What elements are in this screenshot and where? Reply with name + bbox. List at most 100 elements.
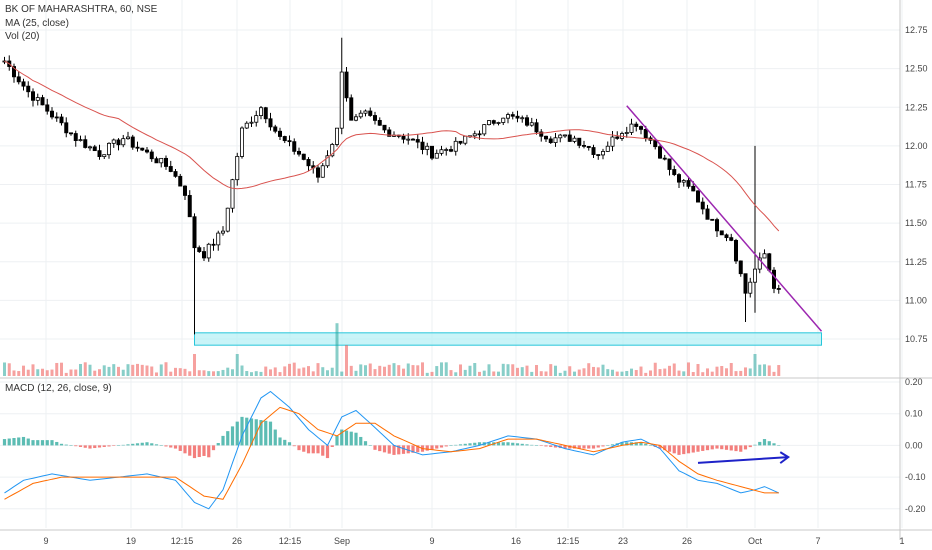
- macd-legend[interactable]: MACD (12, 26, close, 9): [5, 383, 112, 394]
- candle-down: [643, 128, 648, 139]
- trendline[interactable]: [626, 105, 823, 332]
- volume-bar: [715, 366, 719, 376]
- candle-down: [16, 76, 21, 83]
- candle-up: [220, 230, 225, 234]
- candle-up: [572, 137, 577, 142]
- candle-up: [126, 136, 131, 140]
- macd-histogram-bar: [563, 445, 567, 449]
- candle-up: [558, 134, 563, 139]
- volume-bar: [625, 370, 629, 376]
- macd-histogram-bar: [335, 435, 339, 446]
- volume-bar: [330, 367, 334, 376]
- volume-bar: [345, 345, 348, 376]
- candle-up: [320, 165, 325, 178]
- candle-down: [772, 269, 777, 289]
- macd-histogram-bar: [159, 445, 163, 446]
- volume-bar: [45, 370, 49, 376]
- volume-legend[interactable]: Vol (20): [5, 31, 40, 42]
- volume-bar: [416, 365, 420, 376]
- macd-histogram-bar: [116, 445, 121, 446]
- candle-down: [596, 154, 601, 156]
- volume-bar: [682, 371, 686, 376]
- candle-down: [700, 201, 705, 210]
- candle-down: [135, 146, 140, 149]
- candle-up: [334, 127, 339, 145]
- candle-down: [277, 130, 282, 137]
- candle-down: [525, 117, 530, 126]
- candle-down: [410, 138, 415, 141]
- macd-histogram-bar: [663, 445, 667, 451]
- volume-bar: [763, 364, 766, 376]
- macd-histogram-bar: [591, 445, 596, 449]
- volume-bar: [74, 369, 78, 376]
- candle-down: [615, 136, 620, 139]
- candle-up: [748, 281, 753, 294]
- candle-down: [372, 115, 377, 121]
- volume-bar: [449, 370, 453, 376]
- time-tick-label: 7: [815, 536, 820, 546]
- macd-histogram-bar: [145, 442, 149, 446]
- symbol-legend[interactable]: BK OF MAHARASHTRA, 60, NSE: [5, 4, 158, 15]
- descending-trendline[interactable]: [626, 105, 823, 332]
- time-tick-label: Sep: [334, 536, 350, 546]
- candle-down: [197, 247, 202, 252]
- volume-bar: [601, 364, 605, 376]
- candle-down: [686, 180, 691, 187]
- macd-histogram-bar: [69, 445, 73, 446]
- macd-histogram-bar: [93, 445, 97, 449]
- candle-up: [563, 134, 568, 137]
- volume-bar: [691, 372, 695, 376]
- volume-bar: [739, 370, 743, 376]
- macd-histogram-bar: [349, 431, 353, 446]
- ma-legend[interactable]: MA (25, close): [5, 18, 69, 29]
- macd-histogram-bar: [102, 445, 106, 447]
- macd-histogram-bar: [197, 445, 201, 458]
- candle-up: [358, 112, 363, 118]
- support-zone-box[interactable]: [194, 332, 822, 346]
- volume-bar: [245, 371, 249, 376]
- volume-bar: [478, 371, 481, 376]
- macd-histogram-bar: [264, 420, 268, 446]
- volume-bar: [592, 366, 595, 376]
- divergence-arrow-shaft[interactable]: [697, 456, 789, 464]
- price-tick-label: 11.75: [905, 180, 927, 190]
- candle-down: [729, 237, 734, 241]
- candle-up: [482, 124, 487, 135]
- candle-up: [35, 97, 40, 101]
- candle-down: [287, 140, 292, 143]
- macd-histogram-bar: [544, 445, 548, 447]
- candle-down: [719, 230, 724, 236]
- candle-down: [315, 167, 320, 178]
- volume-bar: [506, 364, 510, 376]
- volume-bar: [364, 365, 367, 376]
- support-zone[interactable]: [194, 332, 822, 346]
- macd-histogram-bar: [302, 445, 306, 452]
- candle-down: [548, 138, 553, 143]
- macd-histogram-bar: [710, 445, 714, 450]
- macd-histogram-bar: [12, 438, 16, 446]
- divergence-arrow-head[interactable]: [779, 451, 791, 464]
- volume-bar: [297, 368, 301, 376]
- macd-histogram-bar: [411, 445, 415, 453]
- macd-histogram-bar: [173, 445, 178, 449]
- candle-up: [439, 149, 444, 154]
- candle-up: [444, 149, 449, 151]
- time-tick-label: 12:15: [171, 536, 194, 546]
- volume-bar: [321, 367, 325, 376]
- volume-bar: [373, 369, 377, 376]
- candle-down: [187, 195, 192, 218]
- volume-bar: [178, 368, 182, 376]
- macd-histogram-bar: [677, 445, 681, 455]
- macd-histogram-bar: [587, 445, 591, 449]
- volume-bar: [64, 372, 68, 376]
- volume-bar: [758, 364, 762, 376]
- candle-down: [368, 110, 373, 116]
- macd-histogram-bar: [644, 443, 648, 446]
- macd-histogram-bar: [392, 445, 396, 455]
- candle-down: [116, 139, 121, 146]
- volume-bar: [620, 371, 624, 376]
- volume-bar: [316, 363, 320, 376]
- volume-bar: [701, 372, 705, 376]
- candle-down: [154, 158, 159, 164]
